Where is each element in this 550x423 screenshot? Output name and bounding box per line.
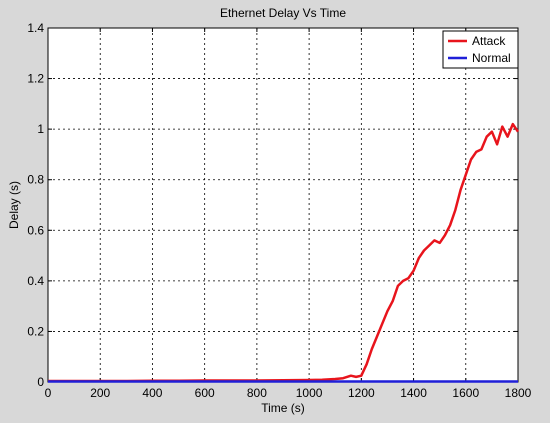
- chart-title: Ethernet Delay Vs Time: [220, 6, 346, 20]
- series-lines: [48, 122, 520, 383]
- legend-box: [442, 30, 519, 69]
- x-tick-label: 400: [142, 386, 162, 400]
- y-tick-label: 0.8: [27, 173, 44, 187]
- gridlines: [48, 28, 518, 382]
- x-tick-label: 1800: [505, 386, 532, 400]
- axis-ticks: 0 200 400 600 800 1000 1200 1400 1600 1800 0 0.2 0.4…: [27, 21, 531, 400]
- y-tick-label: 1: [37, 122, 44, 136]
- y-tick-label: 0.2: [27, 324, 44, 338]
- legend-normal-label: Normal: [472, 51, 511, 65]
- x-tick-label: 1200: [348, 386, 375, 400]
- x-axis-title: Time (s): [261, 401, 305, 415]
- x-tick-label: 200: [90, 386, 110, 400]
- y-tick-label: 0.4: [27, 274, 44, 288]
- x-tick-label: 1000: [296, 386, 323, 400]
- x-tick-label: 800: [247, 386, 267, 400]
- y-tick-label: 0: [37, 375, 44, 389]
- legend: Attack Normal: [442, 30, 519, 69]
- x-tick-label: 600: [195, 386, 215, 400]
- y-tick-label: 1.2: [27, 72, 44, 86]
- x-tick-label: 0: [45, 386, 52, 400]
- plot-area: [47, 27, 519, 383]
- y-axis-title: Delay (s): [7, 181, 21, 229]
- x-tick-label: 1400: [400, 386, 427, 400]
- y-tick-label: 1.4: [27, 21, 44, 35]
- x-tick-label: 1600: [452, 386, 479, 400]
- legend-attack-label: Attack: [472, 34, 506, 48]
- y-tick-label: 0.6: [27, 223, 44, 237]
